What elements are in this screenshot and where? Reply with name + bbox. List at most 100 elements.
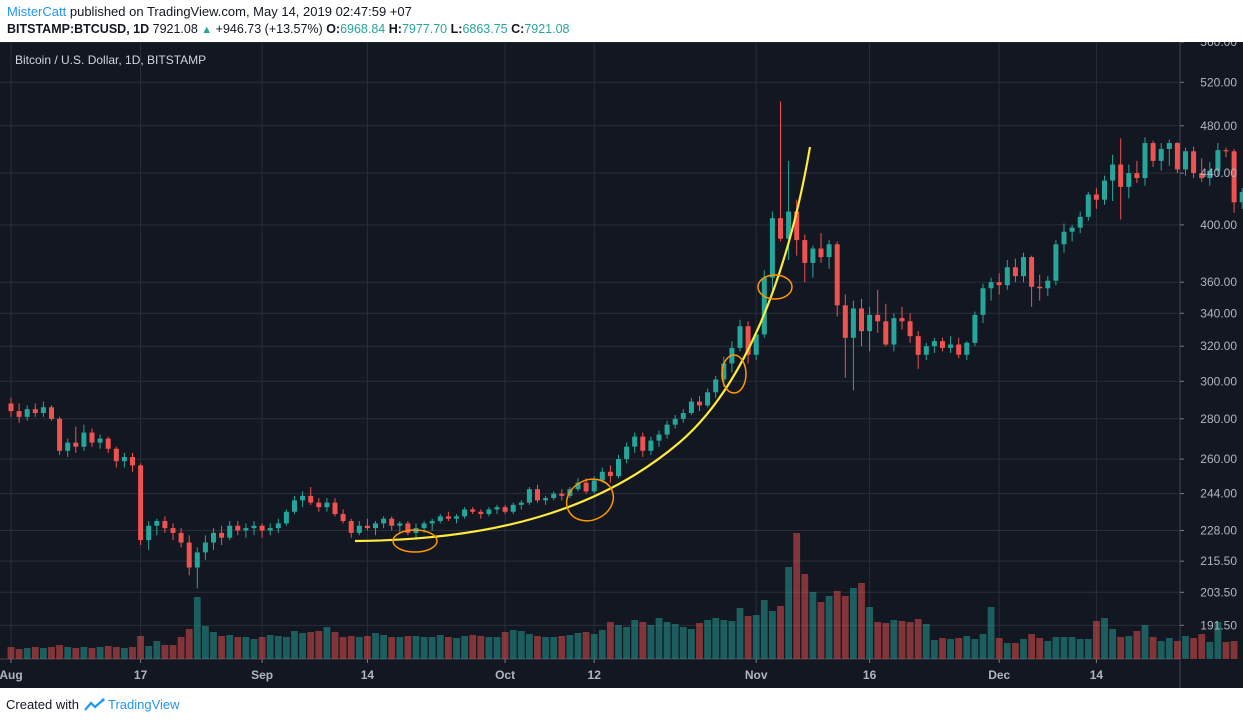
volume-bar xyxy=(80,647,88,659)
price-chart[interactable]: 560.00 520.00 480.00 440.00 400.00 360.00 340.… xyxy=(0,42,1243,688)
brand-name: TradingView xyxy=(107,697,180,712)
candle-body xyxy=(980,288,986,315)
price-tick-label: 480.00 xyxy=(1200,119,1237,133)
candle-body xyxy=(826,244,832,258)
volume-bar xyxy=(1028,634,1035,659)
candle-body xyxy=(97,438,103,443)
price-tick-label: 203.50 xyxy=(1200,585,1237,599)
candle-body xyxy=(543,498,549,501)
price-tick-label: 191.50 xyxy=(1200,618,1237,632)
candle-body xyxy=(1215,150,1221,171)
volume-bar xyxy=(339,637,347,659)
time-axis-labels: Aug 17 Sep 14 Oct 12 Nov 16 Dec 14 xyxy=(0,659,1103,682)
volume-bar xyxy=(1052,637,1060,659)
candle-body xyxy=(194,552,200,568)
volume-bar xyxy=(639,622,647,659)
volume-bar xyxy=(1117,637,1125,659)
time-tick-label: Sep xyxy=(251,668,273,682)
candle-body xyxy=(672,418,678,425)
volume-bar xyxy=(388,637,396,659)
candle-body xyxy=(170,528,176,533)
volume-bar xyxy=(558,636,566,659)
volume-bar xyxy=(1190,638,1197,659)
volume-bar xyxy=(64,647,72,659)
candle-body xyxy=(113,448,119,462)
candle-body xyxy=(105,438,111,449)
candle-body xyxy=(1085,194,1091,217)
candle-body xyxy=(769,218,775,278)
volume-bar xyxy=(1044,641,1052,659)
volume-bar xyxy=(226,635,234,659)
candle-body xyxy=(1118,164,1124,187)
candle-body xyxy=(697,401,702,406)
volume-bar xyxy=(493,637,501,659)
volume-bar xyxy=(104,646,112,659)
volume-bar xyxy=(299,633,306,659)
close-label: C: xyxy=(511,22,525,36)
candle-body xyxy=(235,525,241,531)
volume-bar xyxy=(712,618,720,659)
volume-bar xyxy=(1165,638,1173,659)
candle-body xyxy=(1199,173,1205,179)
volume-bar xyxy=(671,624,679,659)
volume-bar xyxy=(121,648,128,659)
volume-bar xyxy=(550,637,558,659)
volume-bar xyxy=(445,637,452,659)
candle-body xyxy=(65,442,71,451)
candle-body xyxy=(1093,194,1099,200)
price-change: +946.73 (+13.57%) xyxy=(215,22,323,36)
candle-body xyxy=(211,532,216,543)
volume-bar xyxy=(517,631,525,659)
candle-body xyxy=(283,511,289,524)
candle-body xyxy=(972,314,978,343)
volume-bar xyxy=(1084,639,1092,659)
price-tick-label: 260.00 xyxy=(1200,452,1237,466)
candle-body xyxy=(308,495,314,503)
volume-bar xyxy=(979,634,987,659)
chart-pane[interactable] xyxy=(0,42,1180,688)
volume-bar xyxy=(274,636,282,659)
candle-body xyxy=(583,482,589,492)
candle-body xyxy=(1150,143,1156,161)
candle-body xyxy=(81,432,87,447)
time-tick-label: 12 xyxy=(588,668,602,682)
volume-bar xyxy=(1020,639,1027,659)
volume-bar xyxy=(744,616,752,659)
candle-body xyxy=(227,525,233,538)
circled-retest-3 xyxy=(721,354,747,394)
volume-bar xyxy=(291,631,298,659)
candle-body xyxy=(389,518,395,526)
volume-bar xyxy=(307,632,315,659)
candle-body xyxy=(1174,143,1180,170)
volume-bar xyxy=(315,631,323,659)
candle-body xyxy=(737,326,743,348)
open-value: 6968.84 xyxy=(340,22,386,36)
volume-bar xyxy=(347,636,355,659)
footer: Created with TradingView xyxy=(6,697,180,712)
volume-bar xyxy=(1206,642,1214,659)
candle-body xyxy=(599,471,605,481)
candle-body xyxy=(721,363,727,380)
volume-bar xyxy=(728,621,736,659)
volume-bar xyxy=(453,638,460,659)
candle-body xyxy=(1231,151,1237,203)
volume-bar xyxy=(258,637,266,659)
candle-body xyxy=(794,211,800,241)
candle-body xyxy=(1207,170,1213,179)
candle-body xyxy=(616,459,621,477)
volume-bar xyxy=(1109,629,1116,659)
volume-bar xyxy=(615,625,622,659)
author-link[interactable]: MisterCatt xyxy=(7,4,67,19)
candle-body xyxy=(834,244,840,306)
price-axis[interactable] xyxy=(1180,42,1243,688)
time-tick-label: Oct xyxy=(495,668,515,682)
volume-bar xyxy=(1214,622,1222,659)
volume-bar xyxy=(1101,618,1108,659)
candle-body xyxy=(57,418,63,451)
volume-bar xyxy=(736,608,744,659)
volume-bar xyxy=(890,620,898,659)
volume-bar xyxy=(574,633,582,659)
circled-retest-1 xyxy=(392,529,438,553)
volume-bar xyxy=(509,630,517,659)
tradingview-link[interactable]: TradingView xyxy=(83,697,180,712)
